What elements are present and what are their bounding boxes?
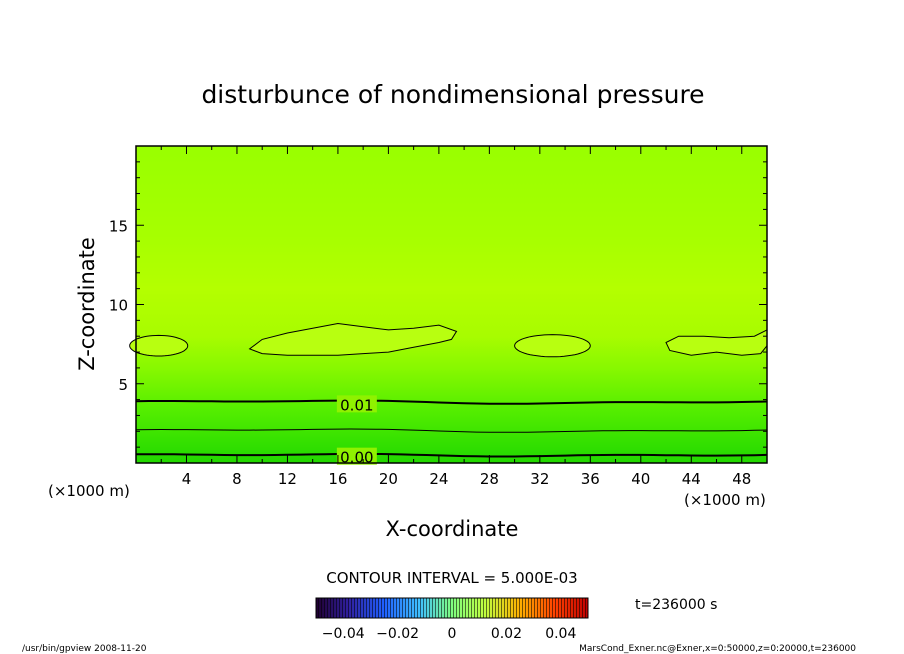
colorbar-tick-label: 0.04	[545, 626, 576, 642]
contour-lines: 0.01 0.00	[129, 322, 768, 467]
contour-blob-left	[129, 334, 189, 357]
y-tick-label: 5	[118, 376, 128, 394]
contour-line-0.00	[135, 452, 768, 458]
x-unit-label-right: (×1000 m)	[684, 491, 766, 509]
x-tick-label: 12	[278, 470, 297, 488]
contour-interval-text: CONTOUR INTERVAL = 5.000E-03	[326, 569, 577, 587]
x-tick-label: 8	[232, 470, 242, 488]
x-tick-label: 32	[530, 470, 549, 488]
x-unit-label-left: (×1000 m)	[48, 482, 130, 500]
contour-label-bg	[336, 395, 377, 413]
contour-blob-right	[665, 329, 768, 356]
x-tick-label: 28	[480, 470, 499, 488]
colorbar-tick-label: 0.02	[491, 626, 522, 642]
contour-label-bg	[336, 447, 377, 465]
y-axis-ticks: 5 10 15	[109, 161, 767, 448]
footer-left: /usr/bin/gpview 2008-11-20	[22, 644, 147, 654]
x-tick-label: 48	[732, 470, 751, 488]
x-tick-label: 40	[631, 470, 650, 488]
x-tick-label: 24	[429, 470, 448, 488]
contour-label: 0.01	[340, 396, 373, 414]
time-label: t=236000 s	[635, 597, 717, 613]
colorbar-tick-label: 0	[448, 626, 457, 642]
colorbar-tick-label: −0.02	[376, 626, 419, 642]
x-tick-label: 44	[682, 470, 701, 488]
y-axis-title: Z-coordinate	[75, 237, 99, 371]
footer-right: MarsCond_Exner.nc@Exner,x=0:50000,z=0:20…	[579, 644, 856, 654]
contour-blob-center	[248, 322, 458, 356]
x-tick-label: 16	[328, 470, 347, 488]
y-tick-label: 10	[109, 297, 128, 315]
colorbar-tick-label: −0.04	[322, 626, 365, 642]
x-tick-label: 20	[379, 470, 398, 488]
contour-line-0.01	[135, 399, 768, 405]
y-tick-label: 15	[109, 217, 128, 235]
contour-field	[136, 146, 767, 463]
x-tick-label: 36	[581, 470, 600, 488]
x-axis-ticks: 4 8 12 16 20 24 28 32 36 40 44 48	[160, 146, 751, 488]
x-tick-label: 4	[182, 470, 192, 488]
chart-title: disturbunce of nondimensional pressure	[201, 80, 704, 109]
contour-blob-mid-right	[514, 334, 591, 358]
colorbar-tick-labels: −0.04 −0.02 0 0.02 0.04	[322, 626, 577, 642]
x-axis-title: X-coordinate	[386, 517, 519, 541]
contour-label: 0.00	[340, 449, 373, 467]
colorbar	[315, 597, 589, 619]
contour-line-0.005	[135, 428, 768, 433]
